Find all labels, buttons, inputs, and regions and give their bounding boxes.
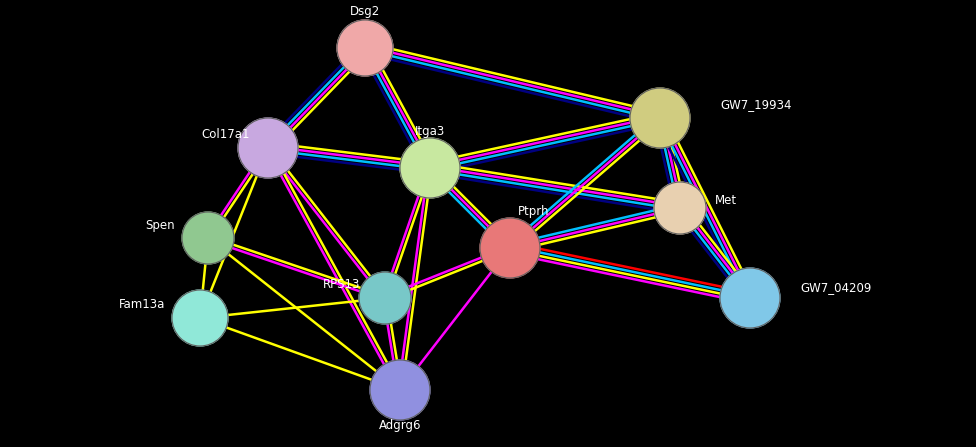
Circle shape <box>370 360 430 420</box>
Text: Dsg2: Dsg2 <box>349 5 380 18</box>
Text: GW7_04209: GW7_04209 <box>800 282 872 295</box>
Text: Fam13a: Fam13a <box>119 299 165 312</box>
Circle shape <box>238 118 298 178</box>
Text: Spen: Spen <box>145 219 175 232</box>
Text: Col17a1: Col17a1 <box>201 128 250 142</box>
Text: GW7_19934: GW7_19934 <box>720 98 792 111</box>
Text: Ptprh: Ptprh <box>518 206 549 219</box>
Circle shape <box>654 182 706 234</box>
Circle shape <box>182 212 234 264</box>
Circle shape <box>480 218 540 278</box>
Circle shape <box>400 138 460 198</box>
Text: Adgrg6: Adgrg6 <box>379 418 422 431</box>
Text: Itga3: Itga3 <box>415 126 445 139</box>
Circle shape <box>630 88 690 148</box>
Circle shape <box>720 268 780 328</box>
Text: Met: Met <box>715 194 737 207</box>
Text: RPS13: RPS13 <box>323 278 360 291</box>
Circle shape <box>172 290 228 346</box>
Circle shape <box>359 272 411 324</box>
Circle shape <box>337 20 393 76</box>
